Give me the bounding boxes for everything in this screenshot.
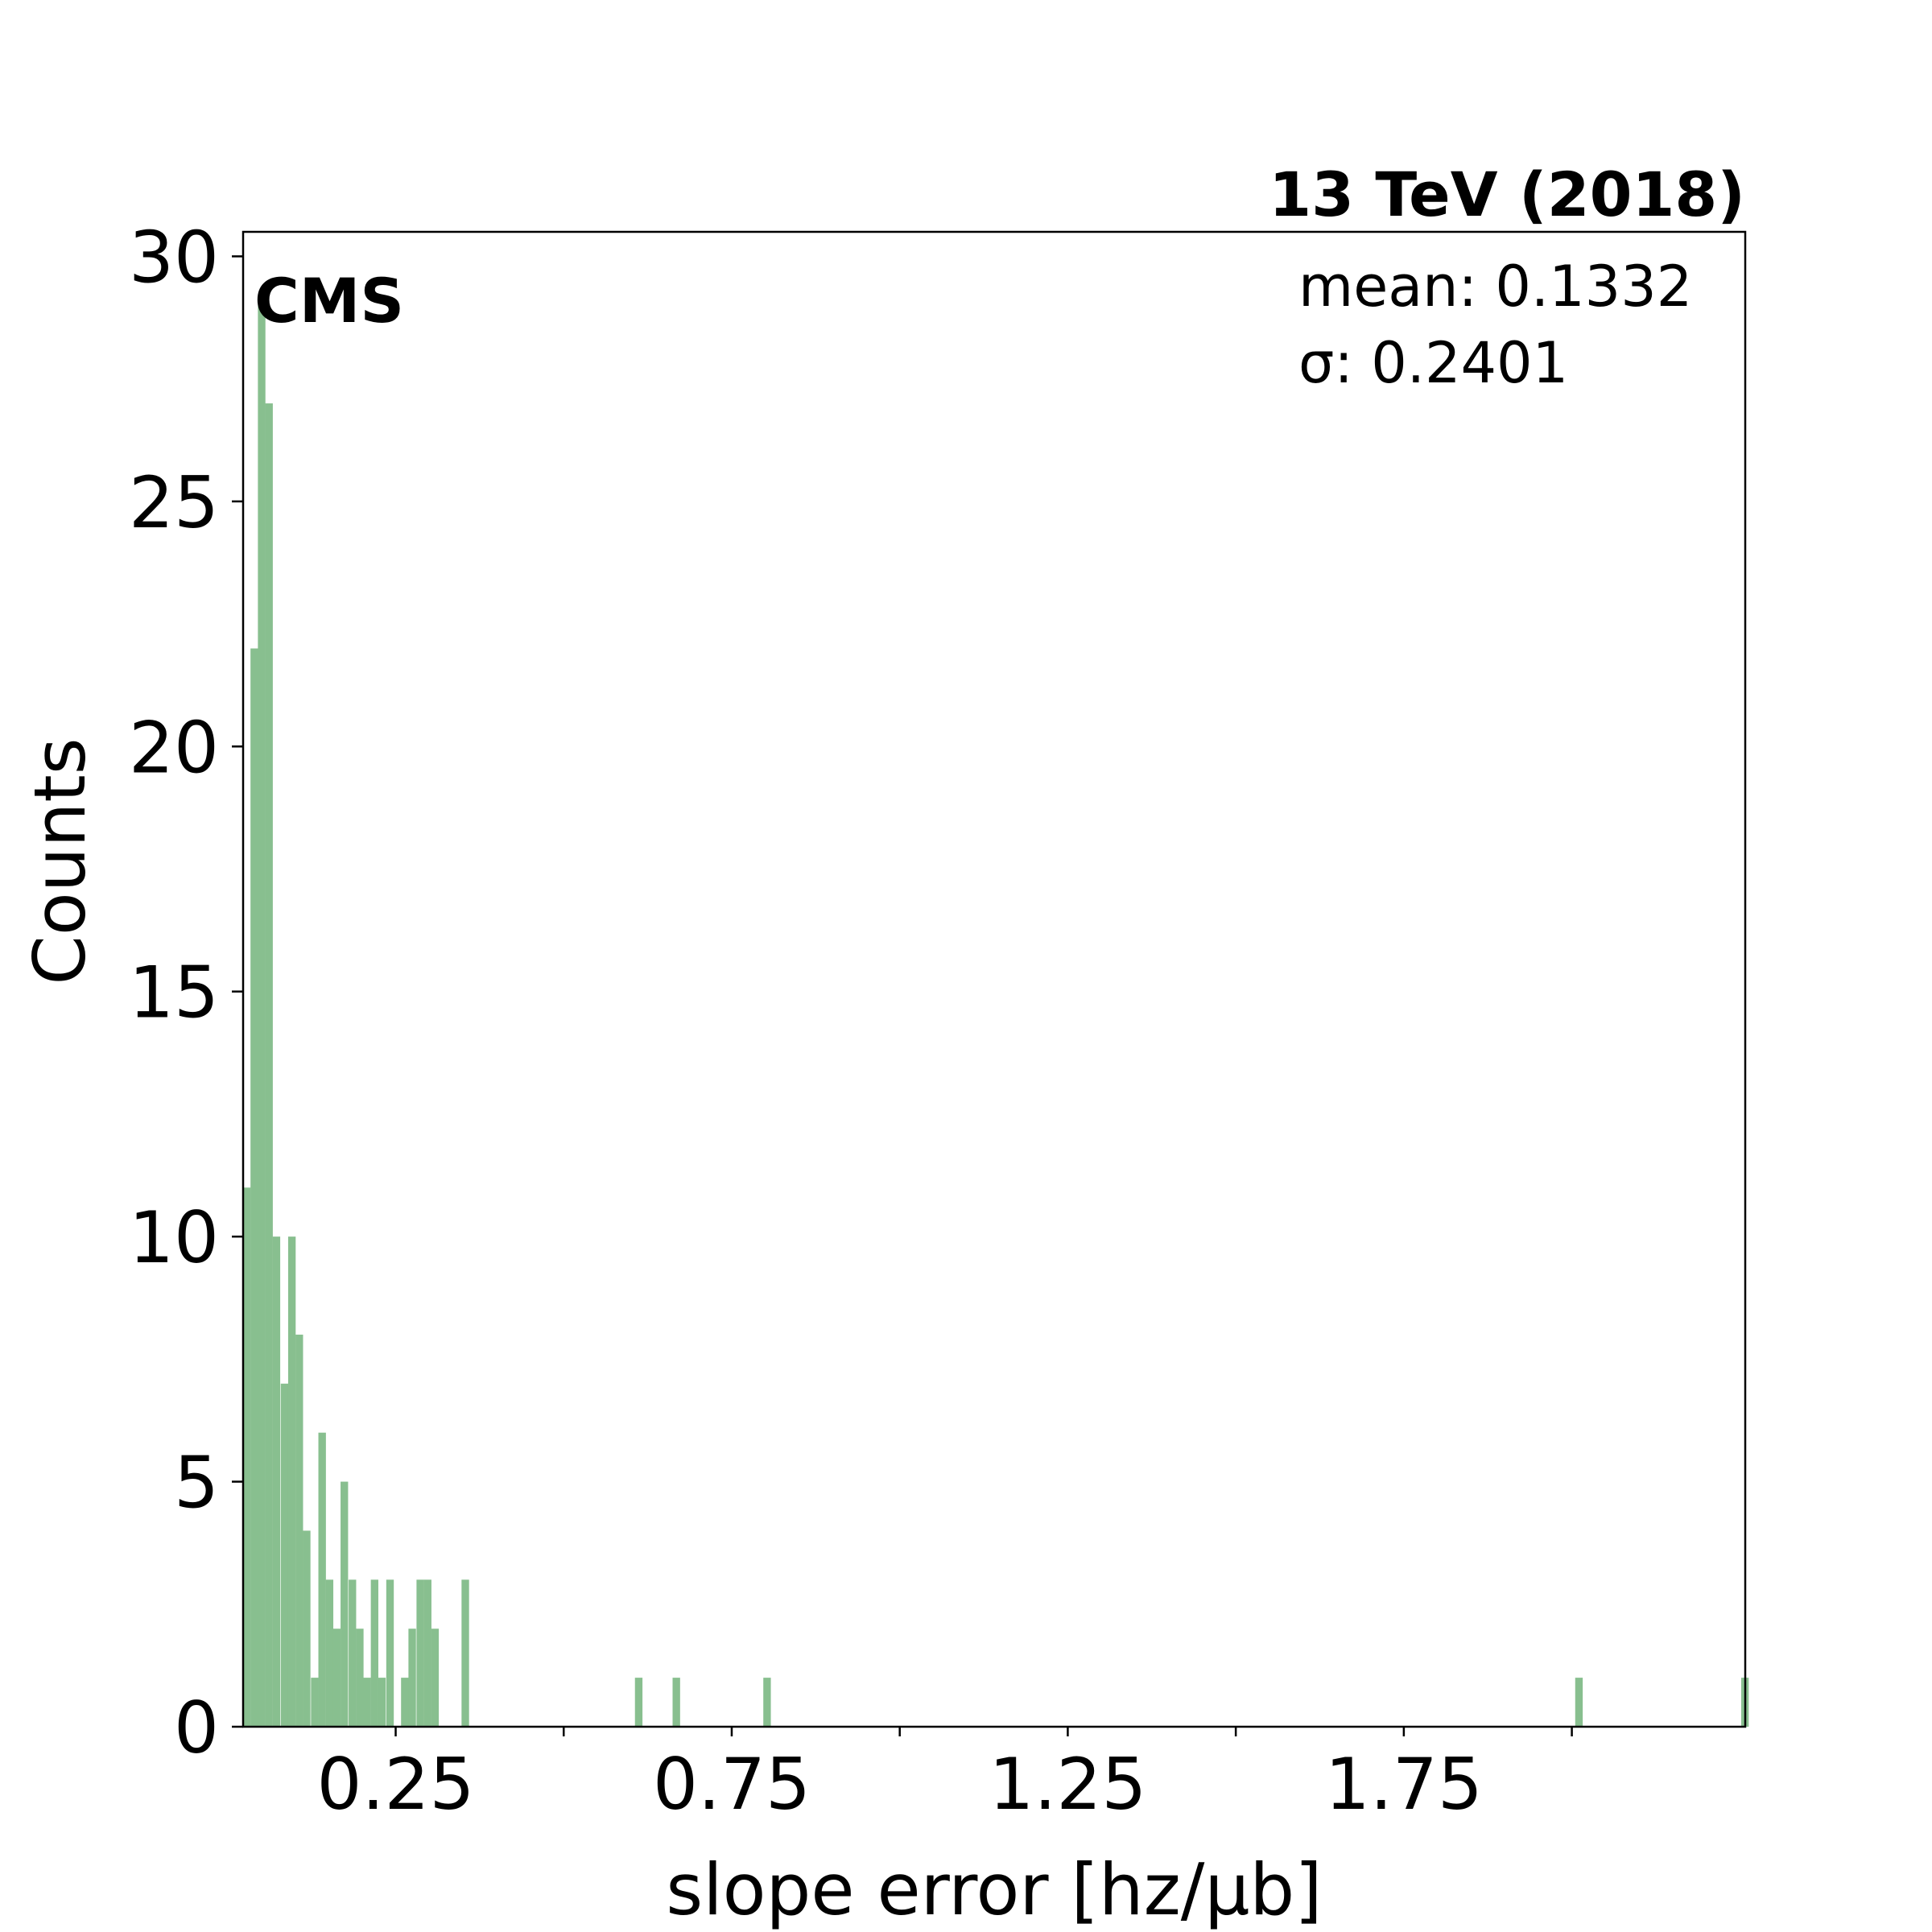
stats-sigma: σ: 0.2401 bbox=[1298, 330, 1568, 396]
histogram-bar bbox=[363, 1678, 371, 1727]
histogram-bar bbox=[634, 1678, 643, 1727]
histogram-bar bbox=[416, 1579, 424, 1727]
x-tick-label: 0.25 bbox=[317, 1743, 475, 1826]
histogram-bar bbox=[423, 1579, 431, 1727]
y-axis: 0 5 10 15 20 25 30 bbox=[129, 216, 243, 1769]
histogram-bar bbox=[243, 1187, 251, 1727]
histogram-bar bbox=[386, 1579, 394, 1727]
x-tick-label: 1.75 bbox=[1325, 1743, 1483, 1826]
histogram-bar bbox=[401, 1678, 409, 1727]
histogram-bar bbox=[461, 1579, 469, 1727]
y-tick-label: 15 bbox=[129, 952, 219, 1034]
histogram-bar bbox=[311, 1678, 319, 1727]
x-tick-label: 1.25 bbox=[989, 1743, 1146, 1826]
experiment-label: CMS bbox=[254, 265, 404, 336]
histogram-bar bbox=[303, 1530, 311, 1727]
x-axis-label: slope error [hz/μb] bbox=[666, 1848, 1322, 1931]
histogram-bar bbox=[258, 305, 266, 1728]
histogram-bars bbox=[243, 305, 1749, 1728]
histogram-bar bbox=[356, 1629, 364, 1727]
y-tick-label: 30 bbox=[129, 216, 219, 299]
histogram-bar bbox=[265, 403, 273, 1728]
histogram-bar bbox=[280, 1383, 289, 1727]
y-tick-label: 25 bbox=[129, 461, 219, 544]
histogram-bar bbox=[349, 1579, 357, 1727]
x-axis: 0.25 0.75 1.25 1.75 bbox=[317, 1727, 1573, 1826]
histogram-bar bbox=[341, 1481, 349, 1727]
plot-frame bbox=[242, 230, 1747, 1728]
histogram-bar bbox=[287, 1236, 296, 1727]
y-tick-label: 10 bbox=[129, 1196, 219, 1279]
histogram-bar bbox=[318, 1432, 326, 1727]
y-axis-label: Counts bbox=[19, 737, 101, 985]
histogram-bar bbox=[763, 1678, 771, 1727]
histogram-bar bbox=[295, 1334, 303, 1727]
stats-mean: mean: 0.1332 bbox=[1298, 254, 1692, 320]
histogram-bar bbox=[672, 1678, 680, 1727]
x-tick-label: 0.75 bbox=[653, 1743, 811, 1826]
histogram-bar bbox=[378, 1678, 386, 1727]
chart-title: 13 TeV (2018) bbox=[1269, 159, 1745, 230]
histogram-bar bbox=[332, 1629, 341, 1727]
histogram-bar bbox=[408, 1629, 416, 1727]
histogram-bar bbox=[272, 1236, 281, 1727]
y-tick-label: 5 bbox=[174, 1442, 219, 1525]
histogram-bar bbox=[1575, 1678, 1583, 1727]
histogram-bar bbox=[325, 1579, 334, 1727]
y-tick-label: 0 bbox=[174, 1686, 219, 1769]
y-tick-label: 20 bbox=[129, 706, 219, 789]
histogram-bar bbox=[250, 648, 258, 1727]
histogram-bar bbox=[431, 1629, 440, 1727]
histogram-bar bbox=[370, 1579, 378, 1727]
